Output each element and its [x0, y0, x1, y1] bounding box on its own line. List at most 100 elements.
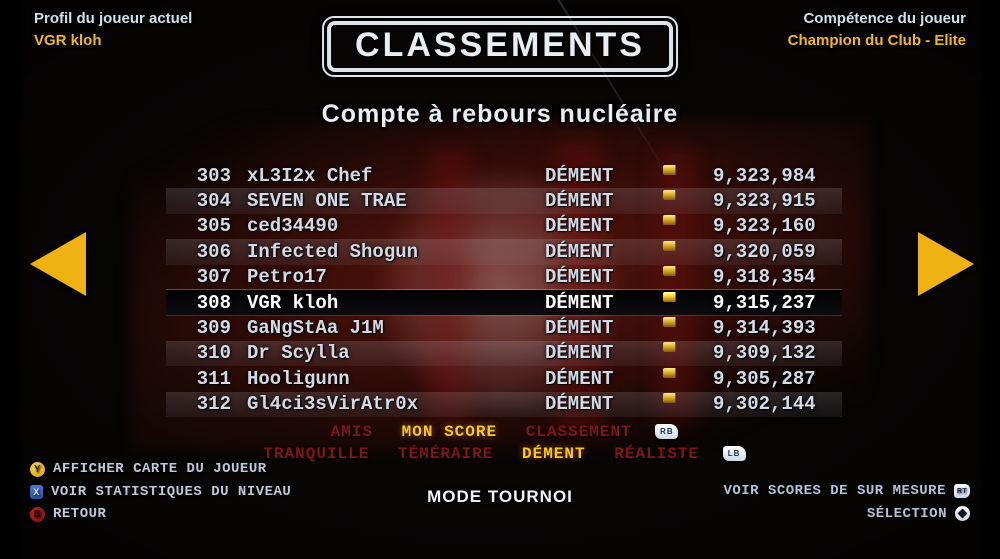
filter-dement[interactable]: DÉMENT: [522, 445, 586, 463]
difficulty-filter: TRANQUILLE TÉMÉRAIRE DÉMENT RÉALISTE LB: [0, 445, 1000, 463]
bullet-cell: [657, 190, 713, 212]
player-name-cell: Dr Scylla: [247, 342, 350, 365]
rank-cell: 312: [196, 393, 231, 416]
player-name-cell: GaNgStAa J1M: [247, 317, 384, 340]
player-name-cell: SEVEN ONE TRAE: [247, 190, 407, 213]
page-title: CLASSEMENTS: [327, 21, 673, 72]
player-name-cell: VGR kloh: [247, 291, 339, 314]
x-button-icon: X: [30, 484, 43, 499]
b-button-icon: B: [30, 506, 45, 522]
table-row[interactable]: 308 VGR kloh DÉMENT 9,315,237: [166, 289, 842, 316]
player-name-cell: Infected Shogun: [247, 240, 419, 263]
filter-amis[interactable]: AMIS: [330, 423, 374, 441]
lb-button-icon[interactable]: LB: [722, 446, 746, 462]
rt-button-icon: RT: [954, 484, 970, 499]
title-stamp: CLASSEMENTS: [322, 16, 678, 77]
rank-cell: 310: [196, 342, 231, 365]
difficulty-cell: DÉMENT: [545, 367, 614, 390]
bullet-cell: [657, 165, 713, 187]
table-row[interactable]: 305 ced34490 DÉMENT 9,323,160: [166, 214, 842, 239]
view-level-stats-action[interactable]: X VOIR STATISTIQUES DU NIVEAU: [30, 481, 291, 504]
rank-cell: 304: [196, 190, 231, 213]
player-name-cell: Hooligunn: [247, 367, 350, 390]
action-label: VOIR STATISTIQUES DU NIVEAU: [51, 483, 292, 500]
score-cell: 9,323,915: [713, 190, 816, 213]
player-skill-block: Compétence du joueur Champion du Club - …: [788, 8, 966, 52]
skill-value: Champion du Club - Elite: [787, 32, 966, 49]
rank-cell: 308: [196, 291, 231, 314]
skill-label: Compétence du joueur: [803, 10, 966, 27]
table-row[interactable]: 306 Infected Shogun DÉMENT 9,320,059: [166, 239, 842, 265]
tournament-mode-label: MODE TOURNOI: [427, 487, 573, 506]
bullet-cell: [657, 292, 713, 314]
leaderboard-type-filter: AMIS MON SCORE CLASSEMENT RB: [0, 423, 1000, 441]
filter-realiste[interactable]: RÉALISTE: [614, 445, 700, 463]
difficulty-cell: DÉMENT: [545, 215, 614, 238]
rank-cell: 303: [196, 164, 231, 187]
score-cell: 9,315,237: [713, 291, 816, 314]
difficulty-cell: DÉMENT: [545, 317, 614, 340]
rank-cell: 309: [196, 317, 231, 340]
action-label: RETOUR: [53, 506, 107, 523]
score-cell: 9,320,059: [713, 240, 816, 263]
action-label: AFFICHER CARTE DU JOUEUR: [53, 461, 267, 478]
view-custom-scores-action[interactable]: VOIR SCORES DE SUR MESURE RT: [723, 480, 970, 503]
bullet-cell: [657, 368, 713, 390]
difficulty-cell: DÉMENT: [545, 342, 614, 365]
score-cell: 9,318,354: [713, 266, 816, 289]
show-player-card-action[interactable]: Y AFFICHER CARTE DU JOUEUR: [30, 458, 291, 481]
profile-label: Profil du joueur actuel: [34, 10, 193, 27]
score-cell: 9,323,160: [713, 215, 816, 238]
score-cell: 9,302,144: [713, 393, 816, 416]
back-action[interactable]: B RETOUR: [30, 503, 291, 526]
selection-action[interactable]: SÉLECTION: [723, 503, 970, 526]
table-row[interactable]: 303 xL3I2x Chef DÉMENT 9,323,984: [166, 163, 842, 188]
rank-cell: 305: [196, 215, 231, 238]
profile-player-name: VGR kloh: [34, 32, 102, 49]
difficulty-cell: DÉMENT: [545, 266, 614, 289]
difficulty-cell: DÉMENT: [545, 393, 614, 416]
action-label: VOIR SCORES DE SUR MESURE: [723, 483, 946, 500]
bullet-cell: [657, 215, 713, 237]
difficulty-cell: DÉMENT: [545, 164, 614, 187]
difficulty-cell: DÉMENT: [545, 240, 614, 263]
current-player-profile: Profil du joueur actuel VGR kloh: [34, 8, 192, 52]
y-button-icon: Y: [30, 461, 45, 477]
select-diamond-icon: [955, 506, 970, 522]
bullet-cell: [657, 393, 713, 415]
player-name-cell: xL3I2x Chef: [247, 164, 373, 187]
filter-temeraire[interactable]: TÉMÉRAIRE: [397, 445, 494, 463]
filter-mon-score[interactable]: MON SCORE: [401, 423, 498, 441]
player-name-cell: ced34490: [247, 215, 339, 238]
bullet-cell: [657, 317, 713, 339]
controls-legend-right: VOIR SCORES DE SUR MESURE RT SÉLECTION: [723, 480, 970, 525]
leaderboard-table: 303 xL3I2x Chef DÉMENT 9,323,984 304 SEV…: [166, 163, 842, 417]
bullet-cell: [657, 342, 713, 364]
filter-tranquille[interactable]: TRANQUILLE: [263, 445, 370, 463]
table-row[interactable]: 307 Petro17 DÉMENT 9,318,354: [166, 265, 842, 290]
score-cell: 9,314,393: [713, 317, 816, 340]
filter-classement[interactable]: CLASSEMENT: [525, 423, 632, 441]
score-cell: 9,305,287: [713, 367, 816, 390]
rb-button-icon[interactable]: RB: [655, 424, 679, 440]
table-row[interactable]: 311 Hooligunn DÉMENT 9,305,287: [166, 366, 842, 391]
rank-cell: 306: [196, 240, 231, 263]
score-cell: 9,323,984: [713, 164, 816, 187]
table-row[interactable]: 309 GaNgStAa J1M DÉMENT 9,314,393: [166, 315, 842, 340]
bullet-cell: [657, 266, 713, 288]
table-row[interactable]: 304 SEVEN ONE TRAE DÉMENT 9,323,915: [166, 188, 842, 214]
action-label: SÉLECTION: [866, 505, 947, 522]
controls-legend-left: Y AFFICHER CARTE DU JOUEUR X VOIR STATIS…: [30, 458, 291, 526]
bullet-cell: [657, 241, 713, 263]
previous-page-arrow-icon[interactable]: [30, 232, 86, 296]
table-row[interactable]: 312 Gl4ci3sVirAtr0x DÉMENT 9,302,144: [166, 391, 842, 417]
score-cell: 9,309,132: [713, 342, 816, 365]
table-row[interactable]: 310 Dr Scylla DÉMENT 9,309,132: [166, 340, 842, 367]
difficulty-cell: DÉMENT: [545, 190, 614, 213]
difficulty-cell: DÉMENT: [545, 291, 614, 314]
player-name-cell: Gl4ci3sVirAtr0x: [247, 393, 419, 416]
next-page-arrow-icon[interactable]: [918, 232, 974, 296]
rank-cell: 307: [196, 266, 231, 289]
